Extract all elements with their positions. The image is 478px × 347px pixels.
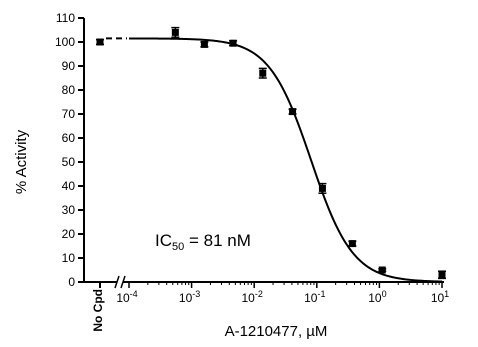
point-marker [438, 271, 446, 279]
x-tick-label: 10-4 [116, 289, 137, 305]
axis-break-mark [120, 275, 126, 289]
y-tick-label: 0 [68, 275, 75, 289]
x-tick-label: 10-2 [242, 289, 263, 305]
y-tick-label: 60 [62, 131, 76, 145]
x-axis: 10-4 10-3 10-2 10-1 100 101 [84, 275, 449, 305]
point-marker [259, 69, 267, 77]
ic50-annotation: IC50 = 81 nM [155, 231, 251, 253]
x-tick-label: 101 [431, 289, 449, 305]
point-marker [200, 40, 208, 48]
y-tick-label: 90 [62, 59, 76, 73]
data-point [200, 40, 209, 48]
y-tick-label: 30 [62, 203, 76, 217]
data-point [258, 67, 267, 79]
y-tick-label: 20 [62, 227, 76, 241]
y-tick-label: 100 [55, 35, 75, 49]
y-axis: 0 10 20 30 40 50 60 70 80 90 100 110 [55, 11, 85, 289]
data-point [318, 182, 327, 194]
data-point [96, 38, 104, 46]
point-marker [289, 108, 297, 116]
data-point [288, 108, 297, 116]
ic50-prefix: IC [155, 231, 172, 250]
y-tick-label: 80 [62, 83, 76, 97]
point-marker [348, 240, 356, 248]
no-compound-label: No Cpd [91, 289, 105, 332]
point-marker [96, 38, 104, 46]
data-point [229, 39, 238, 47]
point-marker [318, 184, 326, 192]
point-marker [378, 266, 386, 274]
data-points [96, 26, 446, 280]
y-tick-label: 50 [62, 155, 76, 169]
x-tick-label: 10-1 [304, 289, 325, 305]
point-marker [171, 28, 179, 36]
point-marker [229, 39, 237, 47]
y-tick-label: 40 [62, 179, 76, 193]
y-tick-label: 70 [62, 107, 76, 121]
x-axis-title: A-1210477, µM [225, 323, 328, 340]
ic50-subscript: 50 [172, 241, 184, 253]
x-tick-label: 10-3 [179, 289, 200, 305]
data-point [378, 266, 387, 274]
y-tick-label: 10 [62, 251, 76, 265]
y-axis-title: % Activity [13, 129, 30, 194]
ic50-value: = 81 nM [184, 231, 251, 250]
data-point [438, 270, 446, 280]
data-point [171, 26, 180, 38]
x-tick-label: 100 [368, 289, 386, 305]
y-tick-label: 110 [56, 11, 75, 25]
fit-curve-group [106, 37, 443, 283]
axis-break-mark [114, 275, 120, 289]
fit-curve [129, 37, 443, 283]
data-point [348, 240, 357, 248]
